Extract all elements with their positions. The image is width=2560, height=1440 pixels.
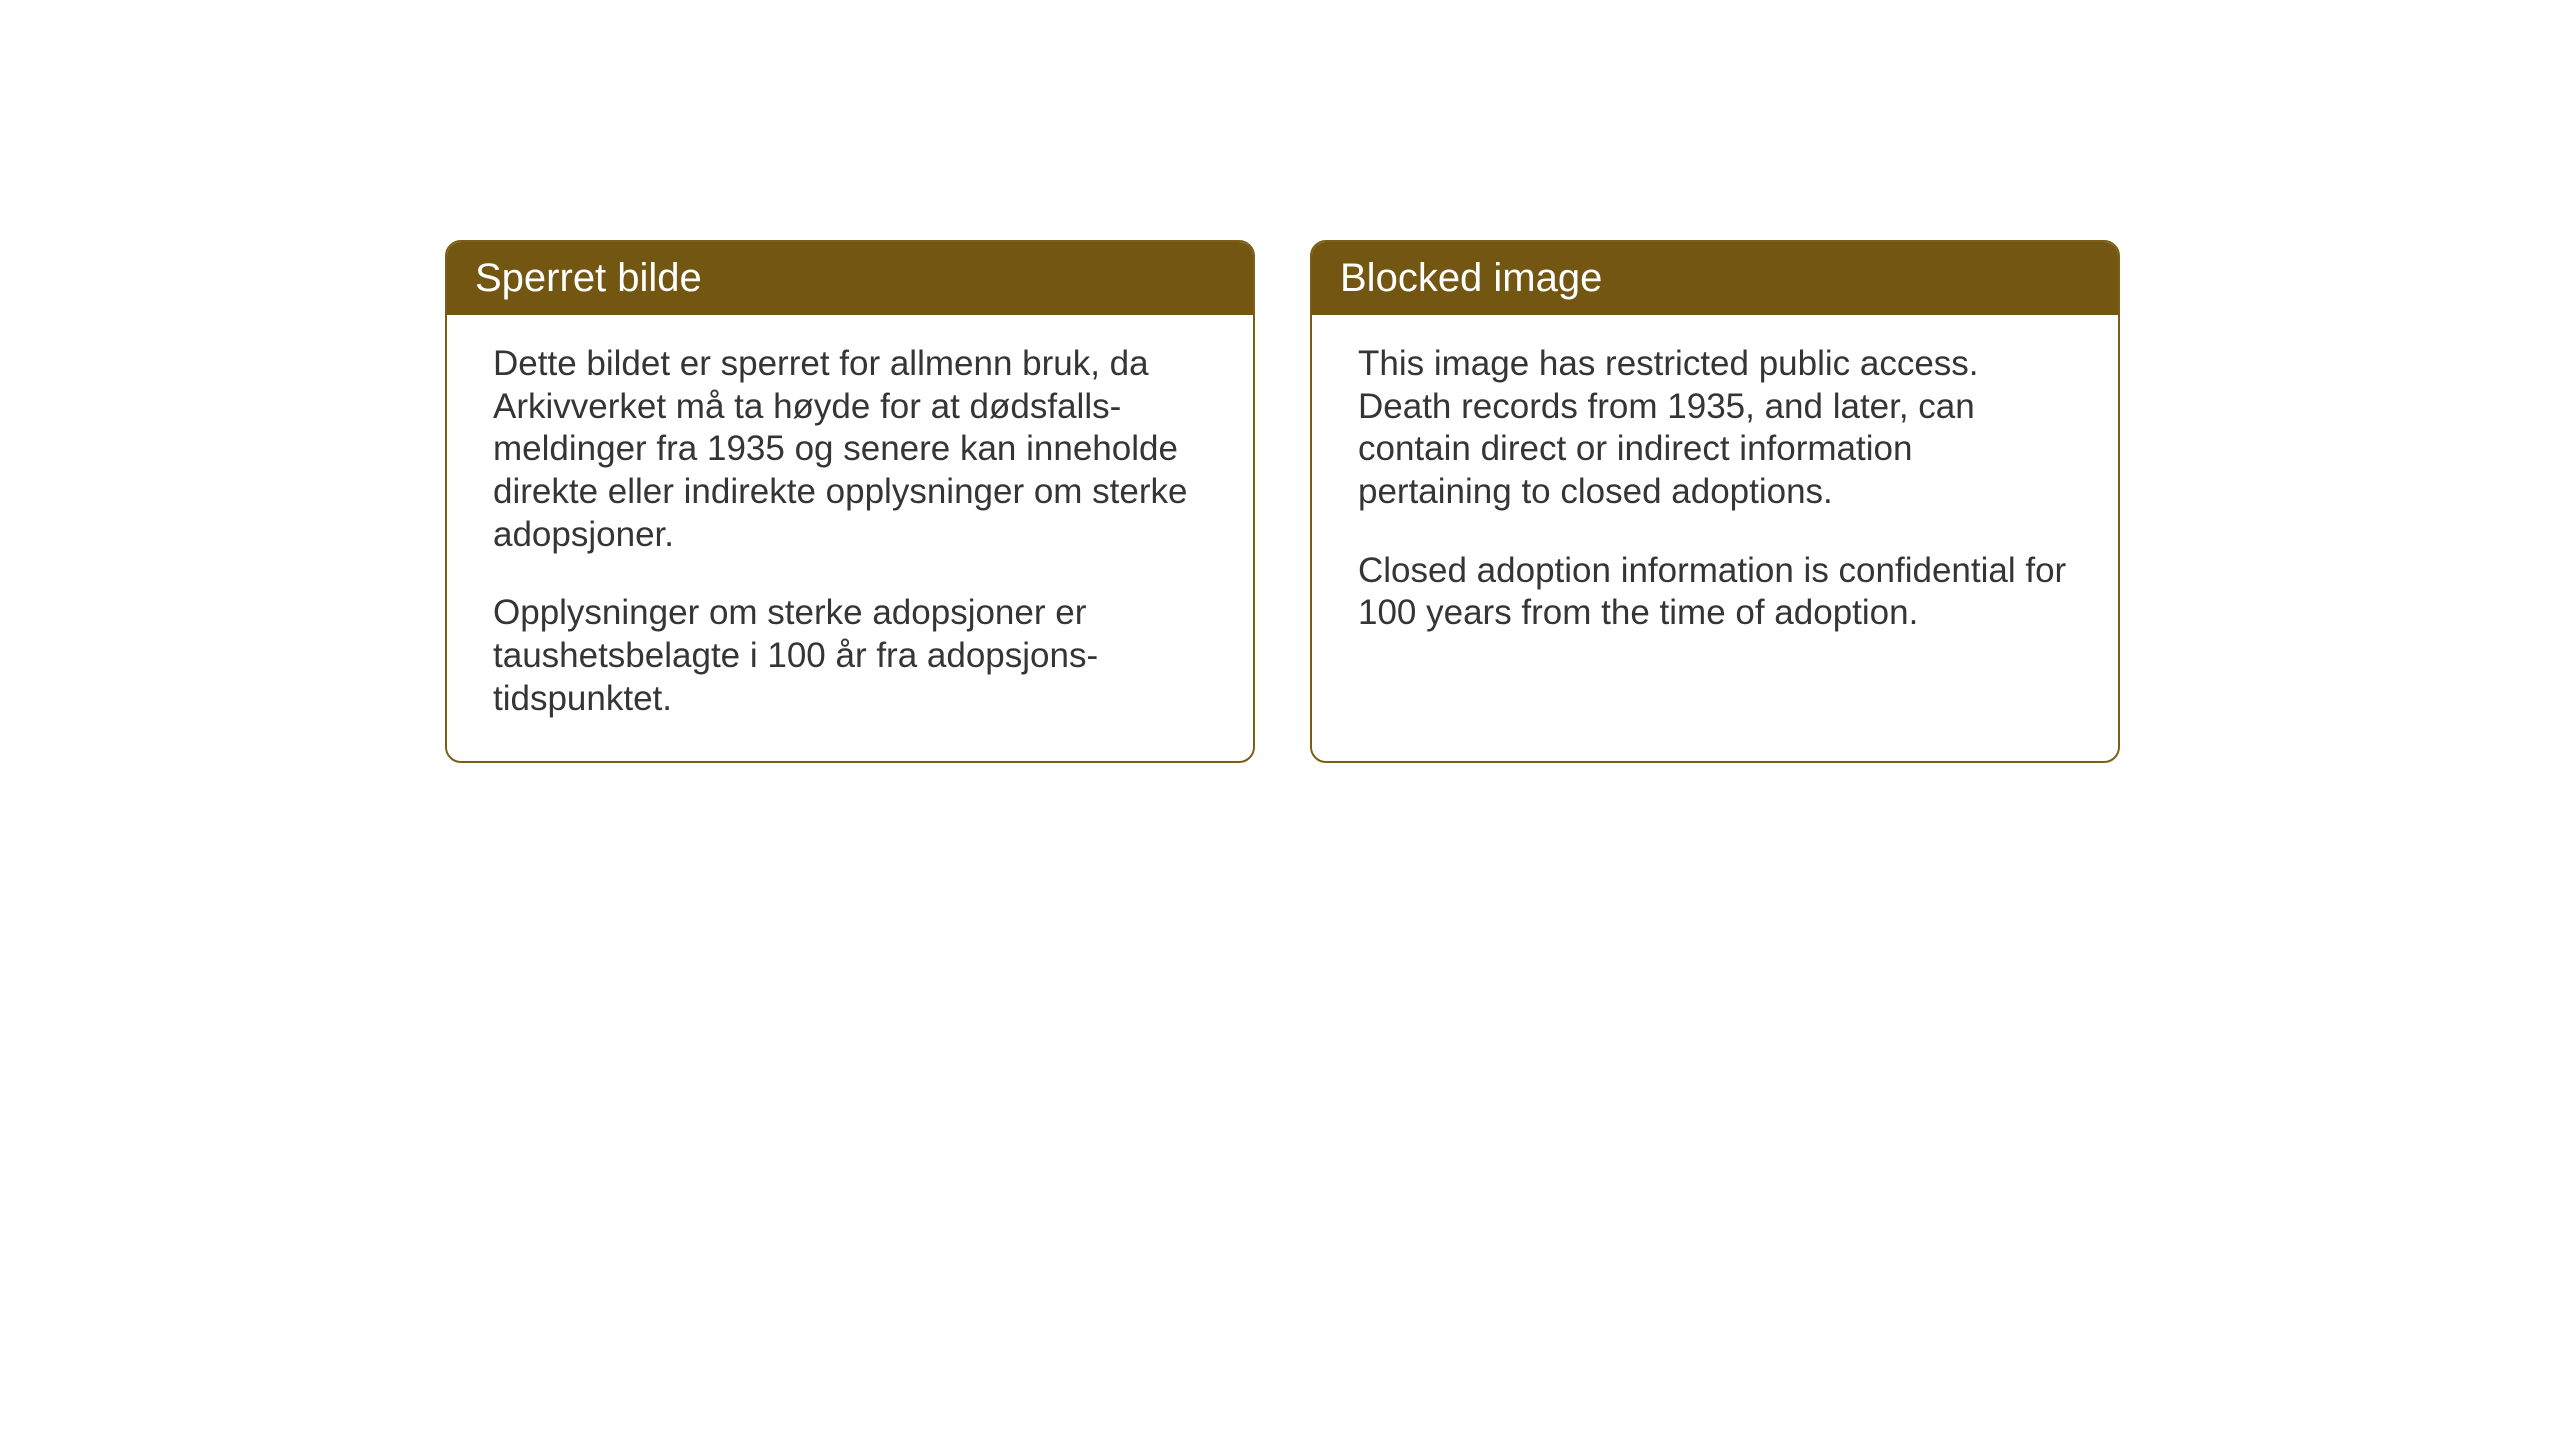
norwegian-notice-card: Sperret bilde Dette bildet er sperret fo… [445,240,1255,763]
english-card-body: This image has restricted public access.… [1312,315,2118,675]
norwegian-paragraph-2: Opplysninger om sterke adopsjoner er tau… [493,592,1207,720]
english-notice-card: Blocked image This image has restricted … [1310,240,2120,763]
english-paragraph-1: This image has restricted public access.… [1358,343,2072,514]
norwegian-card-title: Sperret bilde [475,256,702,300]
norwegian-card-body: Dette bildet er sperret for allmenn bruk… [447,315,1253,761]
english-card-header: Blocked image [1312,242,2118,315]
english-card-title: Blocked image [1340,256,1602,300]
cards-container: Sperret bilde Dette bildet er sperret fo… [445,240,2120,763]
norwegian-paragraph-1: Dette bildet er sperret for allmenn bruk… [493,343,1207,556]
english-paragraph-2: Closed adoption information is confident… [1358,550,2072,635]
norwegian-card-header: Sperret bilde [447,242,1253,315]
